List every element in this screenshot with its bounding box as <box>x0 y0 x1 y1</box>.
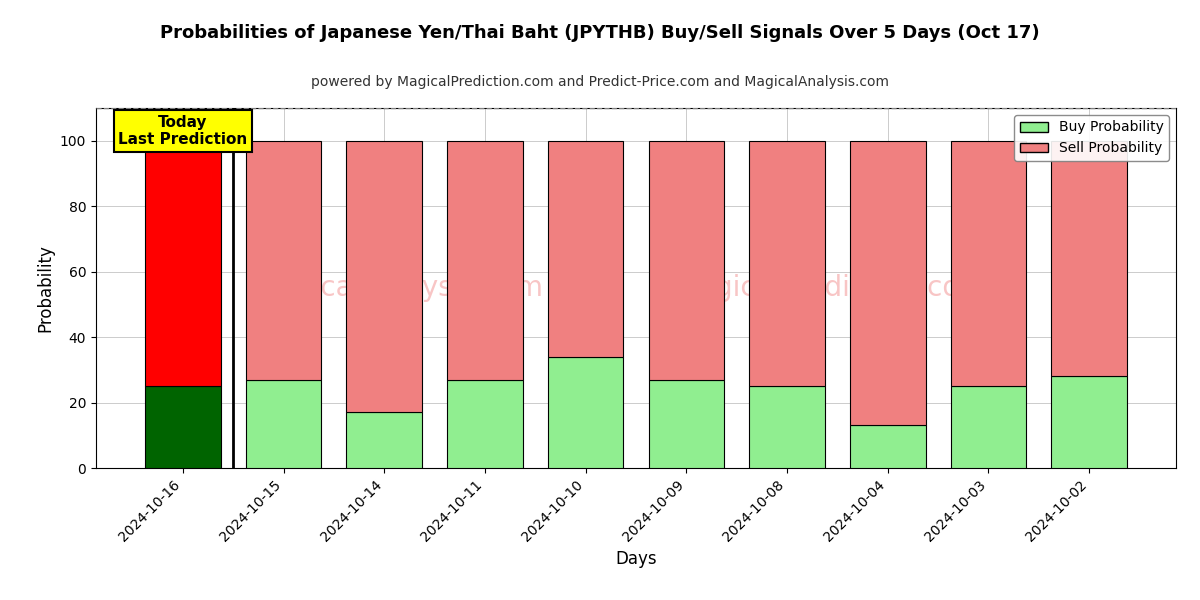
Bar <box>548 357 624 468</box>
Text: MagicalAnalysis.com: MagicalAnalysis.com <box>254 274 542 302</box>
Bar <box>448 141 523 380</box>
Bar <box>1051 141 1127 376</box>
Bar <box>548 141 624 357</box>
Text: Today
Last Prediction: Today Last Prediction <box>119 115 247 147</box>
X-axis label: Days: Days <box>616 550 656 568</box>
Bar <box>448 380 523 468</box>
Text: powered by MagicalPrediction.com and Predict-Price.com and MagicalAnalysis.com: powered by MagicalPrediction.com and Pre… <box>311 75 889 89</box>
Bar <box>246 380 322 468</box>
Bar <box>648 380 724 468</box>
Bar <box>1051 376 1127 468</box>
Bar <box>145 386 221 468</box>
Legend: Buy Probability, Sell Probability: Buy Probability, Sell Probability <box>1014 115 1169 161</box>
Bar <box>648 141 724 380</box>
Y-axis label: Probability: Probability <box>36 244 54 332</box>
Bar <box>850 425 925 468</box>
Text: MagicalPrediction.com: MagicalPrediction.com <box>674 274 986 302</box>
Text: Probabilities of Japanese Yen/Thai Baht (JPYTHB) Buy/Sell Signals Over 5 Days (O: Probabilities of Japanese Yen/Thai Baht … <box>160 24 1040 42</box>
Bar <box>749 141 824 386</box>
Bar <box>145 141 221 386</box>
Bar <box>246 141 322 380</box>
Bar <box>950 386 1026 468</box>
Bar <box>850 141 925 425</box>
Bar <box>347 141 422 412</box>
Bar <box>749 386 824 468</box>
Bar <box>950 141 1026 386</box>
Bar <box>347 412 422 468</box>
